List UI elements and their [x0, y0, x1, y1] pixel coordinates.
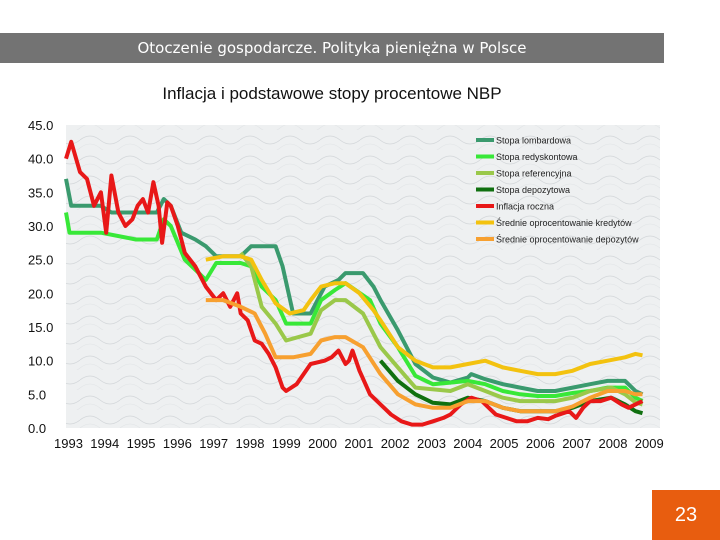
y-tick-label: 40.0 — [28, 152, 53, 167]
series-line-7 — [205, 298, 643, 414]
chart: 45.0 40.0 35.0 30.0 25.0 20.0 15.0 10.0 5.0 0.0 1… — [28, 118, 664, 451]
series-line-5 — [64, 139, 644, 427]
x-tick-label: 1994 — [90, 436, 119, 451]
x-tick-label: 2001 — [344, 436, 373, 451]
x-tick-label: 2006 — [526, 436, 555, 451]
y-tick-label: 10.0 — [28, 354, 53, 369]
header-title: Otoczenie gospodarcze. Polityka pieniężn… — [137, 39, 527, 57]
x-tick-label: 1996 — [163, 436, 192, 451]
x-tick-label: 2004 — [453, 436, 482, 451]
x-tick-label: 1995 — [127, 436, 156, 451]
series-line-2 — [64, 212, 644, 403]
x-tick-label: 2005 — [490, 436, 519, 451]
series-line-1 — [64, 178, 644, 397]
legend-label: Inflacja roczna — [496, 202, 554, 212]
legend-label: Stopa referencyjna — [496, 169, 572, 179]
page-number: 23 — [652, 490, 720, 540]
y-tick-label: 15.0 — [28, 320, 53, 335]
x-tick-label: 2009 — [635, 436, 664, 451]
y-tick-label: 35.0 — [28, 185, 53, 200]
header-bar: Otoczenie gospodarcze. Polityka pieniężn… — [0, 33, 664, 63]
legend-label: Stopa redyskontowa — [496, 152, 578, 162]
x-tick-label: 1993 — [54, 436, 83, 451]
x-tick-label: 2002 — [381, 436, 410, 451]
series-line-3 — [239, 251, 644, 407]
series-line-6 — [205, 254, 643, 377]
x-tick-label: 2008 — [599, 436, 628, 451]
legend-label: Średnie oprocentowanie depozytów — [496, 234, 639, 245]
y-tick-label: 5.0 — [28, 387, 46, 402]
x-tick-label: 1999 — [272, 436, 301, 451]
y-tick-label: 20.0 — [28, 286, 53, 301]
chart-title: Inflacja i podstawowe stopy procentowe N… — [162, 84, 502, 103]
y-tick-label: 30.0 — [28, 219, 53, 234]
x-tick-label: 2000 — [308, 436, 337, 451]
x-tick-label: 1998 — [236, 436, 265, 451]
legend-label: Średnie oprocentowanie kredytów — [496, 217, 632, 228]
y-tick-label: 0.0 — [28, 421, 46, 436]
x-tick-label: 2003 — [417, 436, 446, 451]
legend-label: Stopa lombardowa — [496, 136, 571, 146]
legend-label: Stopa depozytowa — [496, 185, 570, 195]
y-tick-label: 25.0 — [28, 253, 53, 268]
x-tick-label: 2007 — [562, 436, 591, 451]
y-tick-label: 45.0 — [28, 118, 53, 133]
x-tick-label: 1997 — [199, 436, 228, 451]
